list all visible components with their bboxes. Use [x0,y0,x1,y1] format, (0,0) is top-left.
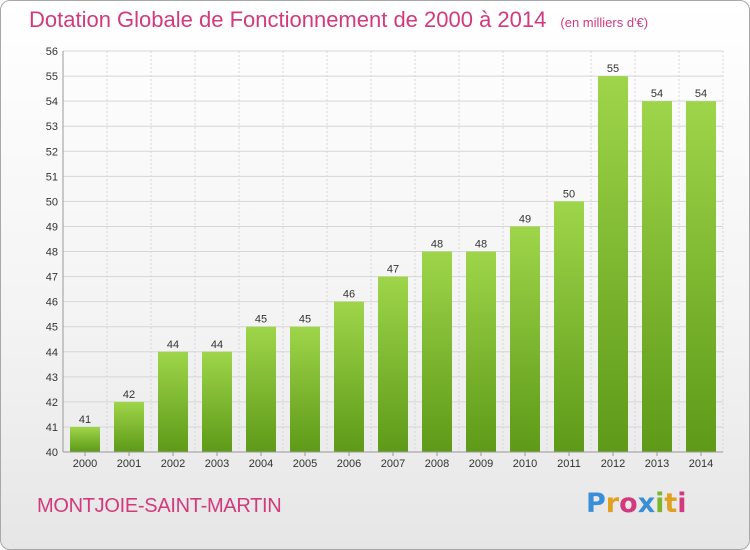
x-tick-label: 2011 [557,458,581,470]
bar-2006 [334,301,364,452]
x-tick-label: 2010 [513,458,537,470]
y-tick-label: 40 [46,447,58,459]
y-tick-label: 44 [46,347,58,359]
y-tick-label: 56 [46,46,58,58]
value-label: 47 [387,264,399,276]
value-label: 48 [431,239,443,251]
bar-2005 [290,326,320,452]
axes: 40 41 42 43 44 45 46 47 48 49 50 51 52 53 54 55 56 41 2000… [46,46,723,470]
x-tick-label: 2006 [337,458,361,470]
value-label: 42 [123,389,135,401]
y-tick-label: 41 [46,422,58,434]
value-label: 49 [519,213,531,225]
value-label: 44 [167,339,179,351]
y-tick-label: 52 [46,146,58,158]
x-tick-label: 2008 [425,458,449,470]
bar-2010 [510,226,540,452]
logo-letter: r [605,488,620,519]
place-name: MONTJOIE-SAINT-MARTIN [37,495,282,517]
x-tick-label: 2001 [117,458,141,470]
y-tick-label: 43 [46,372,58,384]
y-tick-label: 47 [46,272,58,284]
bar-2000 [70,426,100,452]
logo-letter: o [619,488,638,519]
x-tick-label: 2009 [469,458,493,470]
value-label: 50 [563,188,575,200]
bars [70,76,716,452]
value-label: 44 [211,339,223,351]
y-tick-label: 49 [46,221,58,233]
y-tick-label: 45 [46,322,58,334]
x-tick-label: 2012 [601,458,625,470]
bar-2013 [642,101,672,452]
x-tick-label: 2014 [689,458,713,470]
bar-2003 [202,351,232,452]
x-tick-label: 2013 [645,458,669,470]
value-label: 45 [255,314,267,326]
value-label: 46 [343,289,355,301]
y-tick-label: 53 [46,121,58,133]
y-tick-label: 42 [46,397,58,409]
logo-letter: i [677,488,687,519]
chart-title: Dotation Globale de Fonctionnement de 20… [29,7,648,33]
y-tick-label: 46 [46,297,58,309]
bar-2002 [158,351,188,452]
bar-2004 [246,326,276,452]
x-tick-label: 2007 [381,458,405,470]
bar-2001 [114,401,144,452]
value-label: 41 [79,414,91,426]
logo-letter: x [637,488,656,519]
value-label: 55 [607,63,619,75]
x-tick-label: 2003 [205,458,229,470]
logo-letter: P [586,488,606,519]
value-label: 54 [695,88,707,100]
chart-subtitle: (en milliers d'€) [560,15,649,30]
bar-2014 [686,101,716,452]
value-label: 54 [651,88,663,100]
x-tick-label: 2000 [73,458,97,470]
bar-2011 [554,201,584,452]
x-tick-label: 2005 [293,458,317,470]
logo-letter: i [655,488,665,519]
proxiti-logo: Proxiti [586,488,687,519]
y-tick-label: 48 [46,247,58,259]
x-tick-label: 2002 [161,458,185,470]
value-label: 45 [299,314,311,326]
logo-letter: t [664,488,678,519]
y-tick-label: 51 [46,171,58,183]
bar-2008 [422,251,452,452]
y-tick-label: 55 [46,71,58,83]
chart-title-text: Dotation Globale de Fonctionnement de 20… [29,7,547,32]
bar-2009 [466,251,496,452]
bar-2012 [598,76,628,452]
value-label: 48 [475,239,487,251]
y-tick-label: 50 [46,196,58,208]
x-tick-label: 2004 [249,458,273,470]
y-tick-label: 54 [46,96,58,108]
bar-2007 [378,276,408,452]
